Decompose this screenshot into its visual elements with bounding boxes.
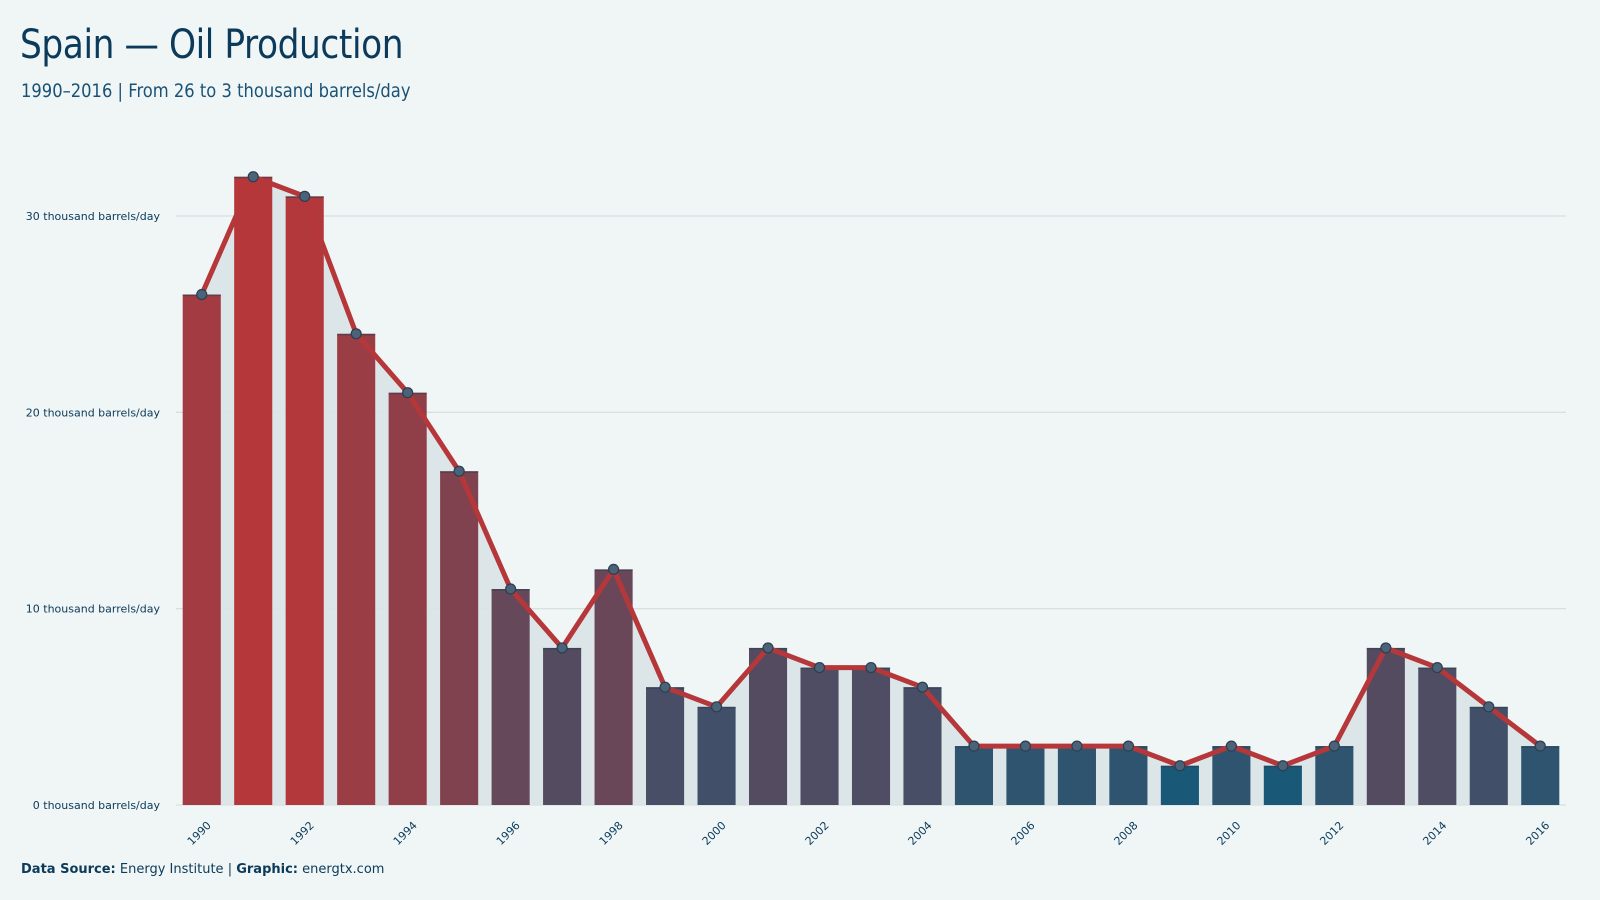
bar-2008 <box>1109 746 1148 805</box>
y-tick-label: 20 thousand barrels/day <box>26 406 161 419</box>
x-tick-label: 2008 <box>1112 819 1141 848</box>
point-2001 <box>762 642 774 654</box>
bar-1994 <box>388 392 427 805</box>
point-2005 <box>968 740 980 752</box>
point-2006 <box>1019 740 1032 752</box>
x-tick-label: 2000 <box>700 819 729 848</box>
point-1993 <box>350 328 362 340</box>
point-1990 <box>196 288 208 301</box>
x-tick-label: 1992 <box>288 819 317 848</box>
point-2000 <box>710 701 723 713</box>
point-1999 <box>659 681 671 693</box>
chart-footer: Data Source: Energy Institute | Graphic:… <box>21 862 384 877</box>
bar-2005 <box>954 746 994 805</box>
bar-1995 <box>440 471 479 805</box>
point-2007 <box>1071 740 1083 752</box>
point-1998 <box>607 563 620 576</box>
x-tick-label: 2004 <box>906 819 935 848</box>
bar-1997 <box>543 647 582 805</box>
bar-1996 <box>491 589 530 805</box>
bar-2009 <box>1160 765 1199 805</box>
x-tick-label: 2002 <box>803 819 832 848</box>
bar-2003 <box>851 667 891 805</box>
x-tick-label: 2016 <box>1523 819 1552 848</box>
source-label: Data Source: <box>21 862 116 877</box>
bar-2002 <box>800 667 839 805</box>
point-2004 <box>916 681 929 693</box>
bar-1993 <box>337 333 376 805</box>
point-1991 <box>247 171 259 183</box>
area-fill <box>201 176 1541 805</box>
bar-2007 <box>1057 746 1096 805</box>
point-2015 <box>1483 701 1495 713</box>
point-1996 <box>505 583 517 595</box>
bar-1998 <box>594 569 633 805</box>
y-tick-label: 10 thousand barrels/day <box>26 603 161 616</box>
point-1997 <box>556 642 568 654</box>
bar-2015 <box>1469 706 1508 805</box>
point-1995 <box>453 465 465 477</box>
bar-2011 <box>1263 765 1302 805</box>
point-2003 <box>865 661 877 674</box>
bar-2001 <box>748 647 788 805</box>
chart-subtitle: 1990–2016 | From 26 to 3 thousand barrel… <box>21 80 411 102</box>
bar-1991 <box>234 176 273 805</box>
point-2014 <box>1431 661 1443 674</box>
bar-1990 <box>182 294 221 805</box>
point-2012 <box>1328 740 1340 752</box>
x-tick-label: 2006 <box>1009 819 1038 848</box>
bar-2010 <box>1212 746 1251 805</box>
x-tick-label: 2010 <box>1215 819 1244 848</box>
point-1992 <box>299 190 311 202</box>
chart-title: Spain — Oil Production <box>20 22 404 68</box>
y-tick-label: 0 thousand barrels/day <box>33 799 161 812</box>
footer-separator: | <box>227 862 233 877</box>
source-value: Energy Institute <box>119 862 224 877</box>
bar-2014 <box>1418 667 1457 805</box>
bar-2016 <box>1521 746 1560 805</box>
point-2002 <box>813 661 826 674</box>
graphic-label: Graphic: <box>236 862 298 877</box>
bar-1999 <box>646 687 685 805</box>
bar-2004 <box>903 687 942 805</box>
bar-2012 <box>1315 746 1354 805</box>
x-tick-label: 2012 <box>1317 819 1346 848</box>
bar-2006 <box>1006 746 1045 805</box>
bar-2000 <box>697 706 736 805</box>
point-2008 <box>1122 740 1135 752</box>
point-2011 <box>1277 760 1289 772</box>
x-tick-label: 1996 <box>494 819 523 848</box>
point-2013 <box>1380 642 1392 654</box>
x-tick-label: 2014 <box>1420 819 1449 848</box>
x-tick-label: 1998 <box>597 819 626 848</box>
bar-1992 <box>285 196 324 805</box>
point-2016 <box>1534 740 1546 752</box>
x-tick-label: 1990 <box>185 819 214 848</box>
point-2009 <box>1174 760 1186 772</box>
point-1994 <box>402 387 414 399</box>
graphic-value: energtx.com <box>302 862 385 877</box>
y-tick-label: 30 thousand barrels/day <box>26 210 161 223</box>
point-2010 <box>1225 740 1237 752</box>
x-tick-label: 1994 <box>391 819 420 848</box>
